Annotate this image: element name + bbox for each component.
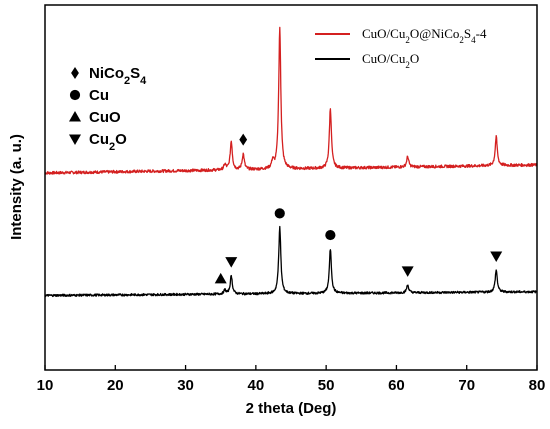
x-tick-label: 50 [318, 377, 335, 394]
marker-circle [274, 208, 285, 219]
x-tick-label: 30 [177, 377, 194, 394]
phase-label-1: Cu [89, 87, 109, 104]
plot-layer [44, 26, 538, 298]
x-tick-label: 10 [37, 377, 54, 394]
series-line-0 [44, 26, 538, 175]
x-tick-label: 80 [529, 377, 546, 394]
x-tick-label: 70 [458, 377, 475, 394]
phase-symbol-diamond [71, 67, 79, 79]
legend-label-1: CuO/Cu2O [362, 51, 419, 70]
phase-label-0: NiCo2S4 [89, 65, 147, 87]
x-tick-label: 60 [388, 377, 405, 394]
legend-label-0: CuO/Cu2O@NiCo2S4-4 [362, 26, 487, 45]
marker-triangle-up [214, 272, 227, 284]
plot-frame [44, 4, 538, 371]
marker-diamond [239, 133, 248, 146]
x-axis-ticks: 10 20 30 40 50 60 70 80 [37, 365, 546, 394]
x-axis-label: 2 theta (Deg) [246, 400, 337, 417]
marker-triangle-down [490, 251, 503, 262]
peak-markers [214, 133, 503, 284]
phase-label-3: Cu2O [89, 131, 127, 153]
marker-triangle-down [225, 257, 238, 268]
marker-triangle-down [401, 266, 414, 277]
series-legend: CuO/Cu2O@NiCo2S4-4 CuO/Cu2O [315, 26, 487, 70]
phase-label-2: CuO [89, 109, 121, 126]
y-axis-label: Intensity (a. u.) [8, 134, 25, 240]
marker-circle [325, 229, 336, 241]
series-line-1 [44, 225, 538, 298]
phase-symbol-triangle-up [69, 111, 81, 122]
x-tick-label: 40 [248, 377, 265, 394]
phase-symbol-triangle-down [69, 134, 81, 145]
x-tick-label: 20 [107, 377, 124, 394]
phase-symbol-circle [69, 89, 81, 101]
